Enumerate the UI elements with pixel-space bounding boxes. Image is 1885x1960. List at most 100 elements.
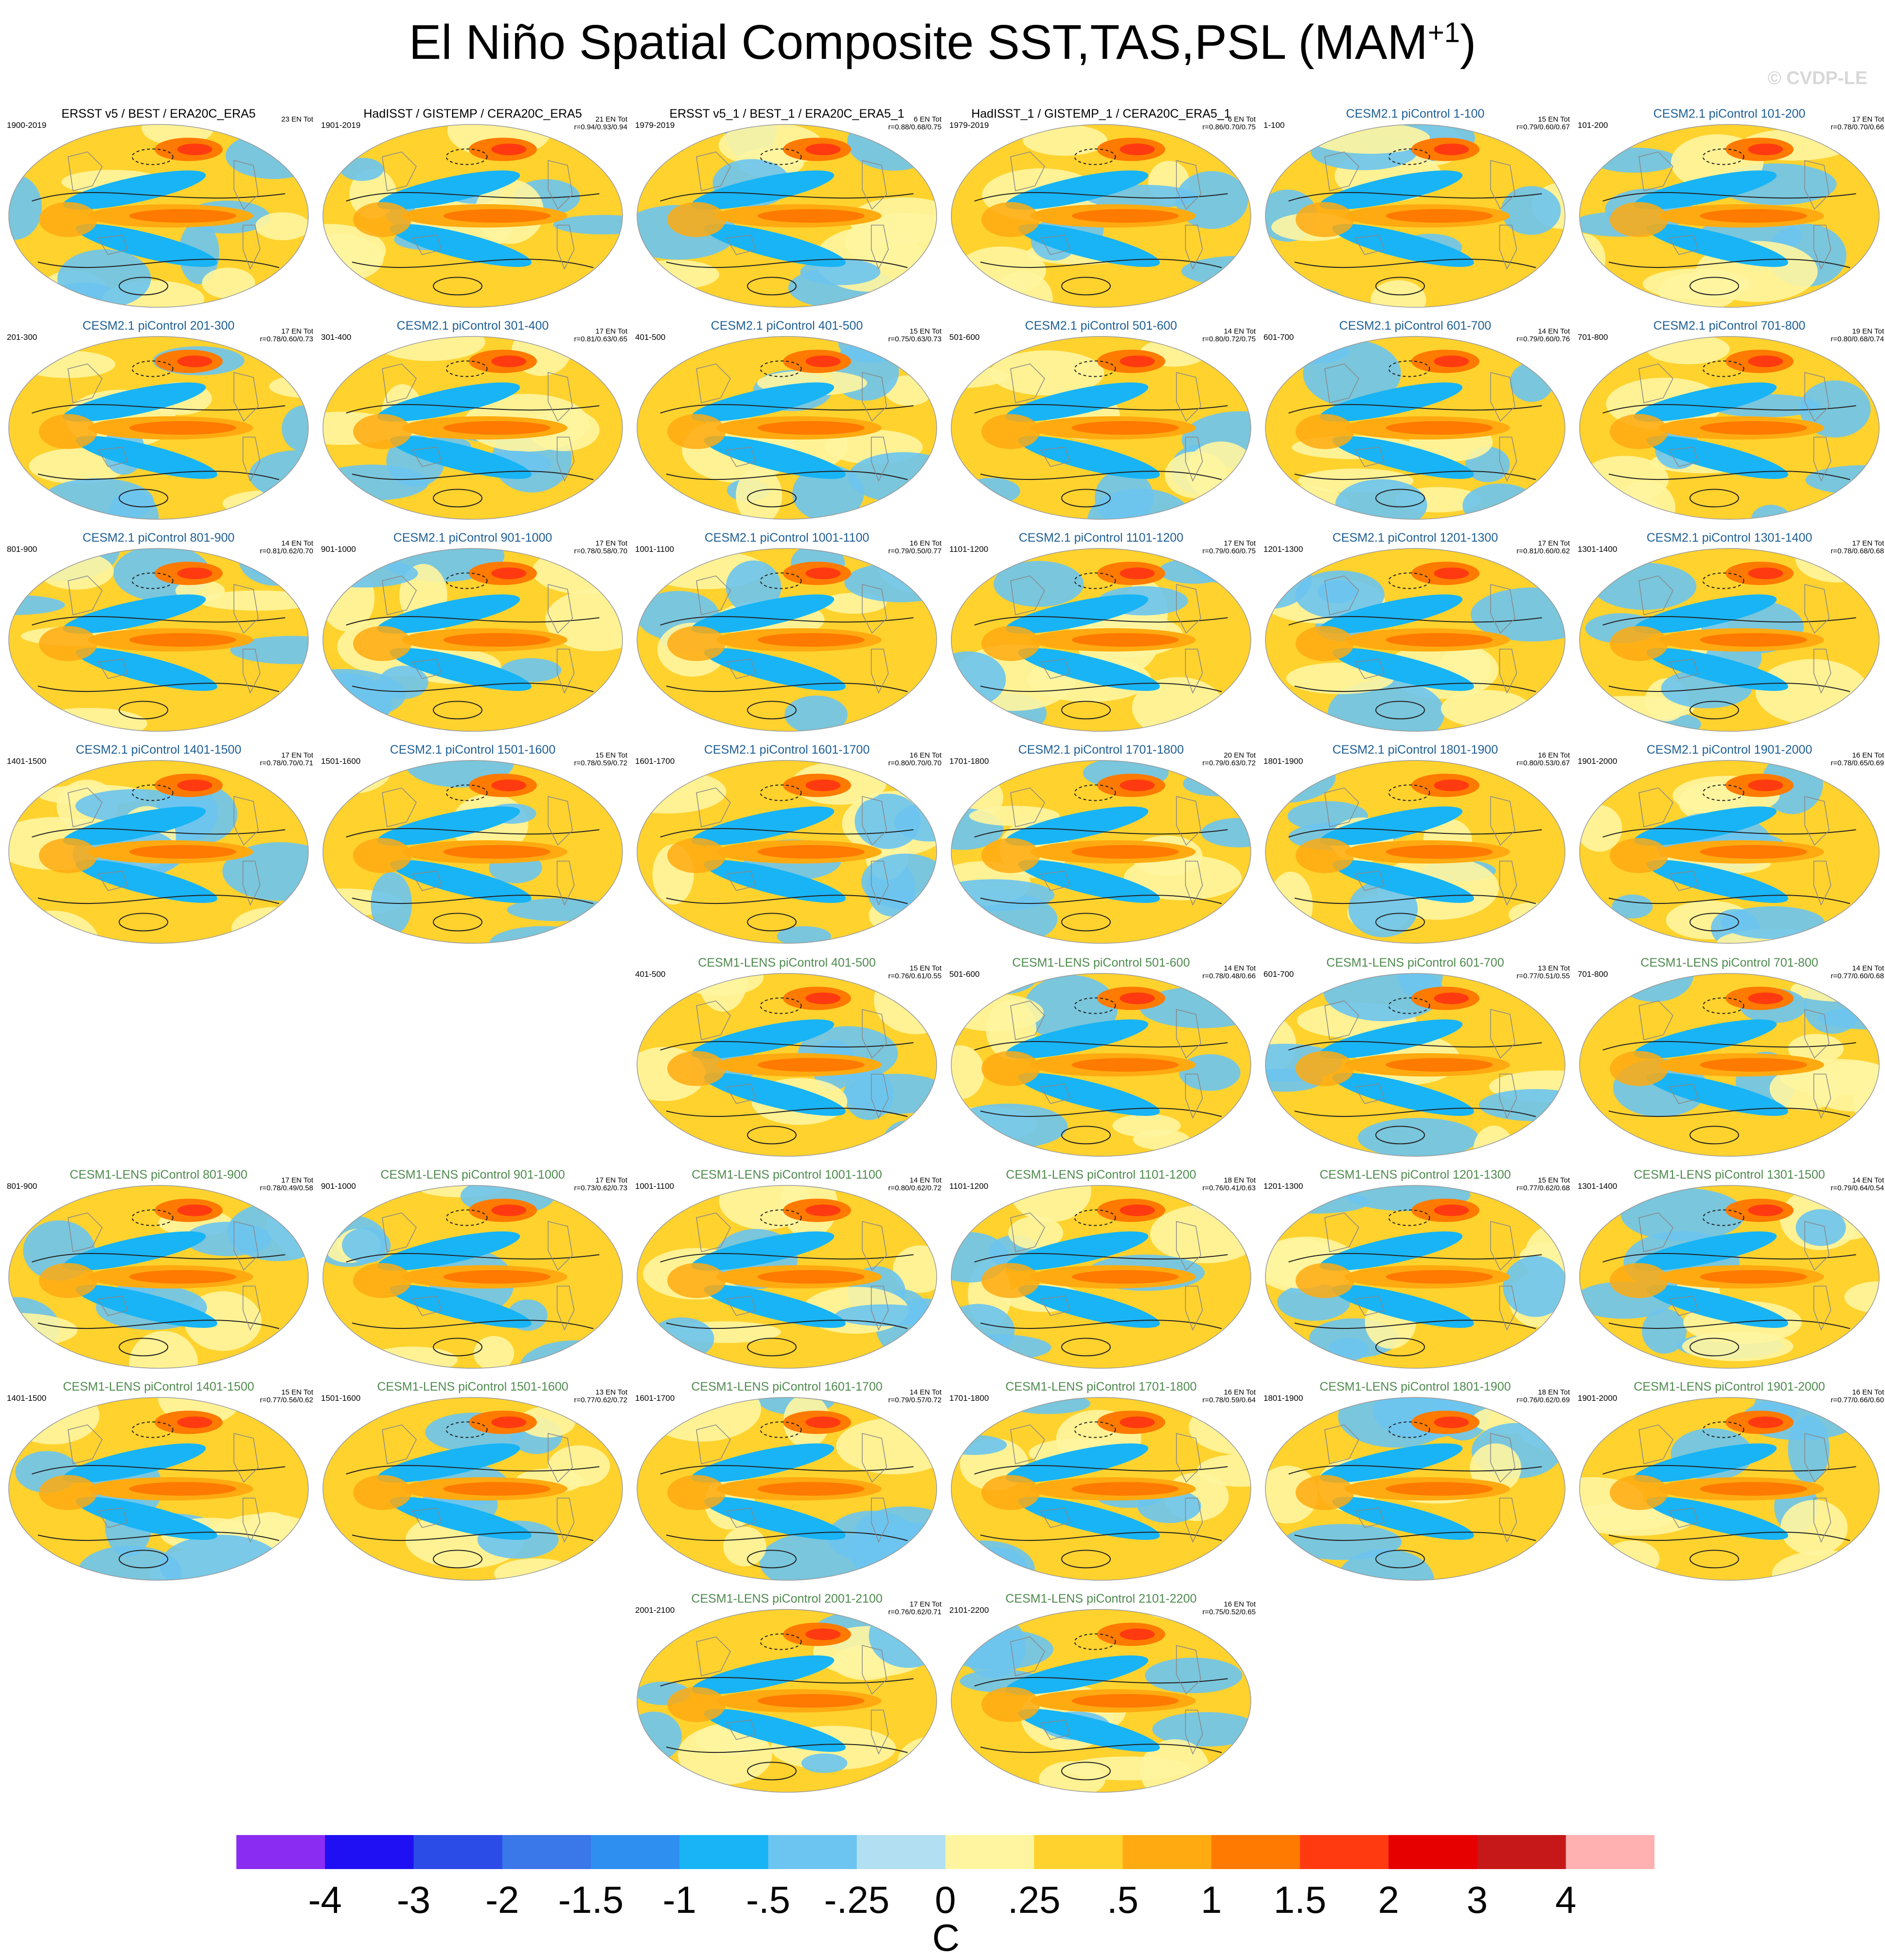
map-field — [951, 1609, 1251, 1792]
panel-stat-line: 17 EN Tot — [595, 539, 627, 547]
map-field — [951, 760, 1251, 943]
map-field — [637, 336, 937, 519]
map-plot — [1579, 760, 1880, 944]
colorbar-swatch — [856, 1835, 946, 1869]
panel-stats: 16 EN Tot r=0.80/0.53/0.67 — [1516, 752, 1570, 767]
map-panel: CESM1-LENS piControl 501-600 501-600 14 EN… — [946, 956, 1256, 1165]
map-outline — [8, 336, 309, 520]
map-panel: CESM2.1 piControl 501-600 501-600 14 EN To… — [946, 319, 1256, 528]
panel-title: CESM2.1 piControl 601-700 — [1339, 319, 1492, 333]
panel-title: CESM1-LENS piControl 1001-1100 — [692, 1168, 882, 1182]
panel-stat-line: r=0.80/0.68/0.74 — [1831, 335, 1884, 343]
map-field — [1580, 1185, 1879, 1368]
map-outline — [951, 336, 1251, 520]
map-outline — [8, 760, 309, 944]
panel-stat-line: 14 EN Tot — [909, 1388, 942, 1396]
panel-stats: 17 EN Tot r=0.78/0.70/0.71 — [260, 752, 313, 767]
panel-stat-line: r=0.78/0.70/0.66 — [1831, 123, 1884, 131]
panel-years: 1401-1500 — [7, 757, 47, 766]
map-panel: CESM2.1 piControl 801-900 801-900 14 EN To… — [4, 531, 313, 740]
panel-title: CESM2.1 piControl 801-900 — [82, 531, 235, 545]
panel-stats: 13 EN Tot r=0.77/0.51/0.55 — [1516, 965, 1570, 980]
map-plot — [951, 1609, 1251, 1793]
colorbar-swatch — [502, 1835, 591, 1869]
panel-stat-line: r=0.77/0.60/0.68 — [1831, 972, 1884, 980]
panel-title: CESM2.1 piControl 501-600 — [1025, 319, 1177, 333]
panel-title: CESM1-LENS piControl 901-1000 — [380, 1168, 565, 1182]
panel-years: 2001-2100 — [635, 1606, 675, 1615]
panel-years: 1301-1400 — [1578, 545, 1618, 554]
panel-stat-line: 14 EN Tot — [281, 539, 313, 547]
panel-stats: 17 EN Tot r=0.78/0.58/0.70 — [574, 540, 627, 555]
panel-years: 801-900 — [7, 1182, 37, 1191]
map-panel: CESM2.1 piControl 1801-1900 1801-1900 16 E… — [1261, 743, 1570, 952]
panel-years: 301-400 — [321, 333, 352, 342]
panel-stat-line: r=0.78/0.58/0.70 — [574, 547, 627, 555]
map-plot — [1265, 1185, 1565, 1369]
panel-title: CESM1-LENS piControl 501-600 — [1012, 956, 1190, 970]
panel-stat-line: 14 EN Tot — [1538, 327, 1570, 335]
map-outline — [1579, 973, 1880, 1157]
panel-years: 1601-1700 — [635, 1394, 675, 1403]
panel-stat-line: r=0.80/0.72/0.75 — [1202, 335, 1256, 343]
panel-stat-line: 15 EN Tot — [909, 964, 942, 972]
map-panel: CESM1-LENS piControl 1001-1100 1001-1100 1… — [632, 1168, 942, 1377]
map-plot — [951, 124, 1251, 308]
map-panel: CESM1-LENS piControl 2001-2100 2001-2100 1… — [632, 1592, 942, 1801]
panel-years: 1900-2019 — [7, 121, 47, 130]
panel-stat-line: r=0.78/0.49/0.58 — [260, 1184, 313, 1192]
panel-title: CESM1-LENS piControl 1901-2000 — [1634, 1380, 1825, 1394]
map-outline — [1579, 548, 1880, 732]
map-outline — [322, 1397, 623, 1581]
map-plot — [1265, 973, 1565, 1157]
panel-stat-line: r=0.88/0.68/0.75 — [888, 123, 942, 131]
colorbar-swatch — [236, 1835, 325, 1869]
panel-stats: 14 EN Tot r=0.80/0.72/0.75 — [1202, 328, 1256, 343]
map-outline — [637, 124, 937, 308]
colorbar-units: C — [932, 1916, 960, 1959]
colorbar — [236, 1835, 1654, 1869]
panel-years: 501-600 — [949, 970, 980, 979]
panel-stat-line: 15 EN Tot — [281, 1388, 313, 1396]
panel-stat-line: r=0.79/0.60/0.75 — [1202, 547, 1256, 555]
colorbar-swatch — [325, 1835, 414, 1869]
panel-stat-line: r=0.76/0.62/0.71 — [888, 1608, 942, 1616]
map-panel: CESM2.1 piControl 1201-1300 1201-1300 17 E… — [1261, 531, 1570, 740]
panel-stat-line: r=0.78/0.48/0.66 — [1202, 972, 1256, 980]
panel-stat-line: r=0.76/0.41/0.63 — [1202, 1184, 1256, 1192]
panel-stat-line: r=0.78/0.59/0.64 — [1202, 1396, 1256, 1404]
map-panel: CESM2.1 piControl 1501-1600 1501-1600 15 E… — [318, 743, 627, 952]
panel-title: ERSST v5_1 / BEST_1 / ERA20C_ERA5_1 — [669, 107, 905, 121]
map-plot — [1265, 548, 1565, 732]
map-panel: HadISST / GISTEMP / CERA20C_ERA5 1901-201… — [318, 107, 627, 316]
panel-title: CESM2.1 piControl 1401-1500 — [75, 743, 242, 757]
colorbar-tick-label: 2 — [1378, 1878, 1399, 1921]
map-panel: CESM2.1 piControl 1701-1800 1701-1800 20 E… — [946, 743, 1256, 952]
panel-years: 1201-1300 — [1263, 1182, 1303, 1191]
panel-years: 801-900 — [7, 545, 37, 554]
map-plot — [637, 760, 937, 944]
map-panel: CESM1-LENS piControl 801-900 801-900 17 EN… — [4, 1168, 313, 1377]
map-outline — [1579, 1397, 1880, 1581]
map-panel: CESM2.1 piControl 601-700 601-700 14 EN To… — [1261, 319, 1570, 528]
panel-stat-line: r=0.78/0.59/0.72 — [574, 759, 627, 767]
map-outline — [8, 1185, 309, 1369]
panel-years: 1901-2000 — [1578, 757, 1618, 766]
colorbar-swatch — [1565, 1835, 1654, 1869]
panel-stat-line: 13 EN Tot — [1538, 964, 1570, 972]
map-plot — [322, 1397, 623, 1581]
panel-title: CESM2.1 piControl 1-100 — [1346, 107, 1485, 121]
map-panel: HadISST_1 / GISTEMP_1 / CERA20C_ERA5_1 19… — [946, 107, 1256, 316]
panel-stat-line: 17 EN Tot — [1224, 539, 1256, 547]
panel-stats: 23 EN Tot — [281, 116, 313, 124]
panel-title: CESM2.1 piControl 1201-1300 — [1332, 531, 1498, 545]
panel-stat-line: r=0.78/0.68/0.68 — [1831, 547, 1884, 555]
panel-title: CESM2.1 piControl 1801-1900 — [1332, 743, 1498, 757]
map-field — [323, 336, 622, 519]
colorbar-tick-label: -1 — [662, 1878, 696, 1921]
panel-title: CESM1-LENS piControl 1801-1900 — [1319, 1380, 1511, 1394]
panel-stat-line: 16 EN Tot — [1852, 751, 1884, 759]
map-plot — [637, 336, 937, 520]
panel-stat-line: r=0.79/0.57/0.72 — [888, 1396, 942, 1404]
panel-stats: 16 EN Tot r=0.75/0.52/0.65 — [1202, 1601, 1256, 1616]
